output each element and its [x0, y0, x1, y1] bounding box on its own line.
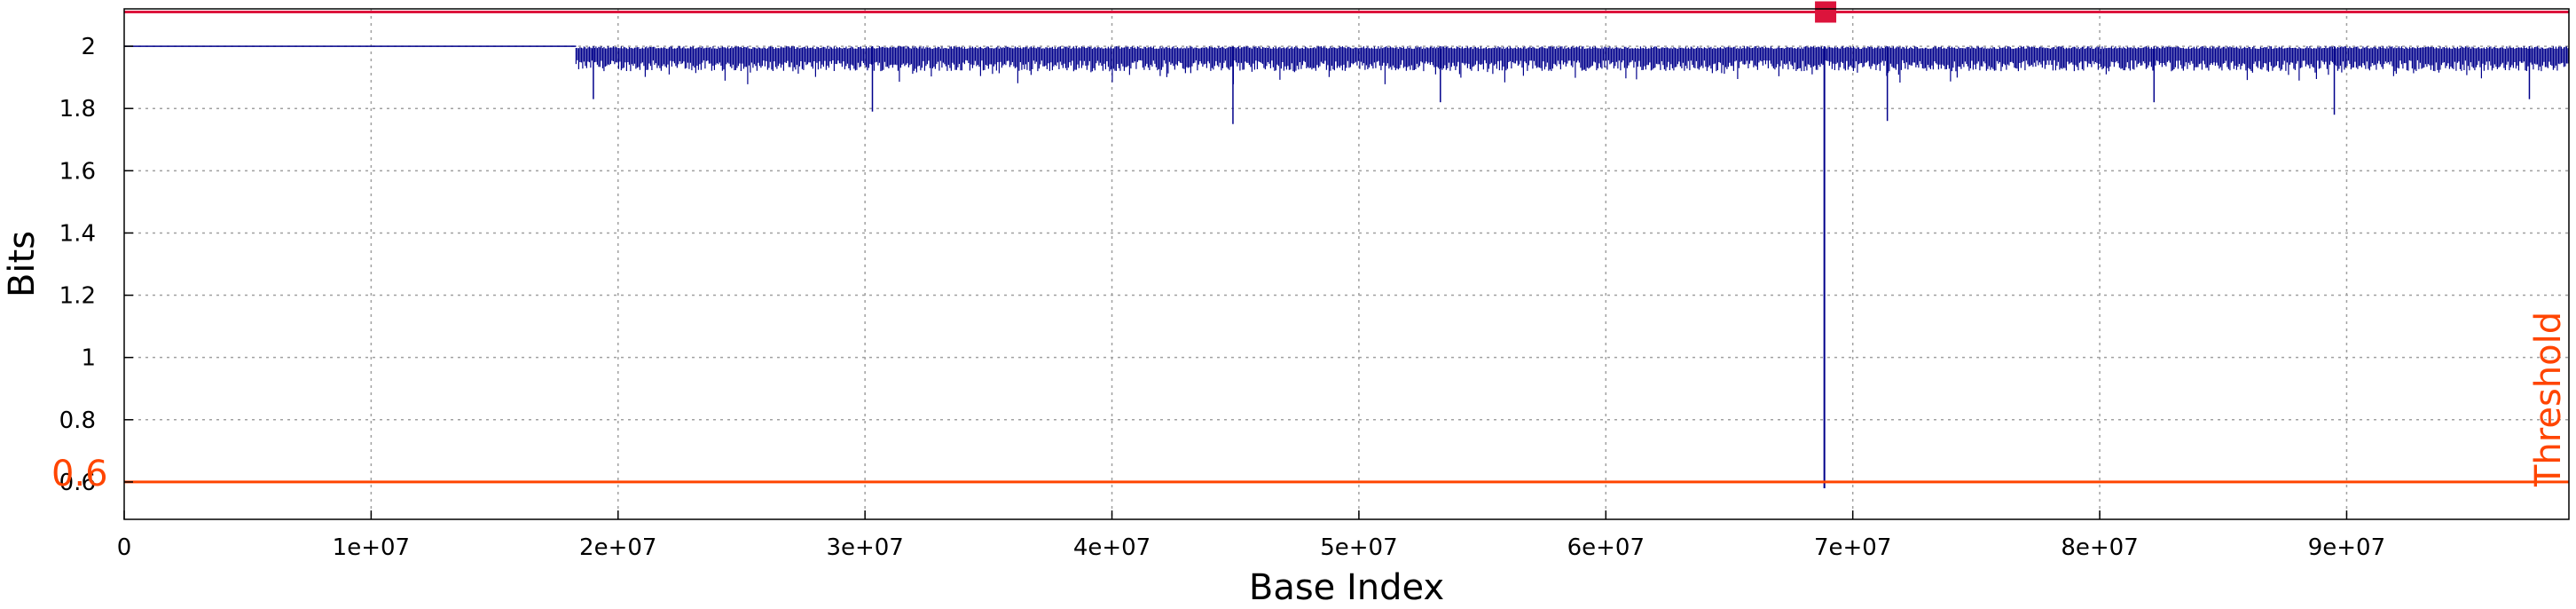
reference-lines — [124, 1, 2569, 484]
threshold-value-label: 0.6 — [51, 454, 108, 494]
x-tick-label: 4e+07 — [1073, 534, 1151, 561]
x-tick-label: 9e+07 — [2308, 534, 2385, 561]
y-tick-label: 0.8 — [59, 407, 96, 434]
x-tick-label: 8e+07 — [2061, 534, 2138, 561]
plot-frame — [123, 8, 2570, 520]
series-line — [124, 45, 2569, 488]
y-axis-label: Bits — [2, 231, 43, 297]
x-tick-label: 1e+07 — [333, 534, 410, 561]
y-tick-label: 1.6 — [59, 158, 96, 185]
x-axis-label: Base Index — [1249, 567, 1444, 608]
tick-labels: 0 1e+07 2e+07 3e+07 4e+07 5e+07 6e+07 7e+07 8e+0… — [59, 34, 2386, 561]
y-tick-label: 1 — [81, 345, 96, 372]
y-tick-label: 0.6 — [59, 470, 96, 496]
x-tick-label: 2e+07 — [579, 534, 656, 561]
y-tick-label: 1.8 — [59, 96, 96, 123]
x-tick-label: 7e+07 — [1814, 534, 1891, 561]
threshold-label: Threshold — [2528, 312, 2569, 487]
marker-square — [1815, 1, 1837, 23]
series-noise-band — [575, 46, 2569, 84]
x-tick-label: 5e+07 — [1320, 534, 1397, 561]
x-tick-label: 3e+07 — [826, 534, 903, 561]
y-tick-label: 1.4 — [59, 220, 96, 247]
x-tick-label: 0 — [117, 534, 132, 561]
x-tick-label: 6e+07 — [1567, 534, 1645, 561]
y-tick-label: 2 — [81, 34, 96, 60]
y-tick-label: 1.2 — [59, 283, 96, 310]
grid-lines — [124, 9, 2569, 519]
